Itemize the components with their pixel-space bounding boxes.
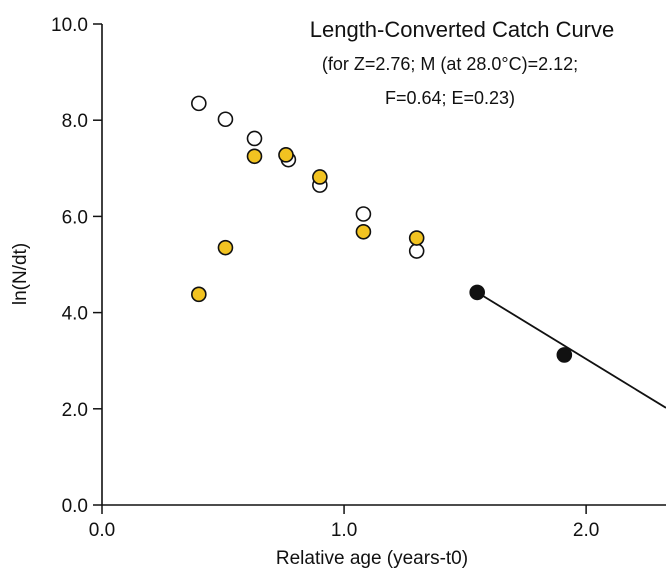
black-circle-point	[469, 284, 485, 301]
chart-title: Length-Converted Catch Curve	[310, 17, 615, 42]
black-circle-point	[556, 347, 573, 363]
x-tick-label: 0.0	[89, 520, 115, 541]
x-tick-label: 2.0	[573, 520, 599, 541]
chart-subtitle-line-1: (for Z=2.76; M (at 28.0°C)=2.12;	[322, 54, 578, 74]
x-tick-label: 1.0	[331, 520, 357, 541]
open-circle-point	[408, 243, 425, 259]
open-circle-point	[355, 206, 372, 222]
axes	[101, 24, 666, 506]
open-circle-point	[217, 111, 234, 128]
yellow-circle-point	[191, 286, 207, 303]
yellow-circle-point	[217, 239, 234, 256]
yellow-circle-point	[355, 223, 372, 240]
chart-subtitle-line-2: F=0.64; E=0.23)	[385, 88, 515, 108]
regression-line	[476, 291, 666, 409]
y-tick-label: 0.0	[62, 496, 88, 517]
y-tick-label: 4.0	[62, 304, 88, 325]
y-tick-label: 6.0	[62, 207, 88, 228]
yellow-circle-point	[278, 147, 294, 163]
open-circle-point	[246, 130, 263, 147]
ticks: 0.0 2.0 4.0 6.0 8.0 10.0 0.0 1.0 2.0	[51, 15, 599, 541]
x-axis-title: Relative age (years-t0)	[276, 548, 468, 569]
yellow-circle-point	[312, 169, 328, 185]
yellow-circle-point	[246, 148, 263, 165]
data-marks	[191, 95, 666, 409]
y-axis-title: ln(N/dt)	[10, 243, 31, 305]
y-tick-label: 8.0	[62, 111, 88, 132]
open-circle-point	[191, 95, 207, 112]
y-tick-label: 10.0	[51, 15, 88, 36]
y-tick-label: 2.0	[62, 400, 88, 421]
yellow-circle-point	[408, 230, 425, 246]
